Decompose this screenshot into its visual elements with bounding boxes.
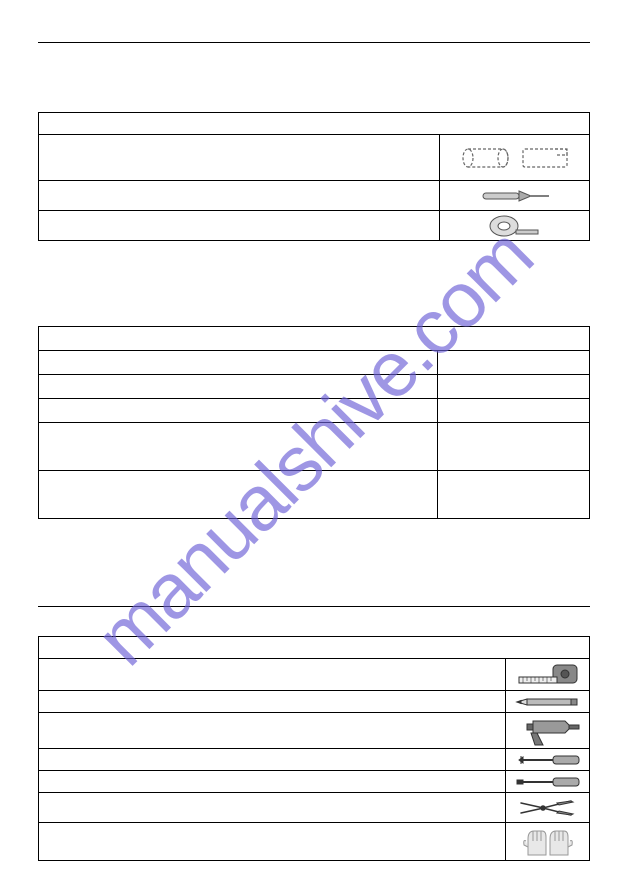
table-row: [39, 659, 590, 691]
pliers-icon: [506, 793, 590, 823]
screwdriver-flat-icon: [506, 771, 590, 793]
table-accessories: [38, 112, 590, 241]
table-row: [39, 399, 590, 423]
table-row: [39, 771, 590, 793]
table-specifications: [38, 326, 590, 519]
table-row: [39, 423, 590, 471]
table-row: [39, 351, 590, 375]
table-row: [39, 135, 590, 181]
table-row: [39, 181, 590, 211]
table-row: [39, 793, 590, 823]
dashed-shapes-icon: [440, 135, 590, 181]
table-row: [39, 211, 590, 241]
table-row: [39, 327, 590, 351]
table-row: [39, 113, 590, 135]
table-row: [39, 637, 590, 659]
table-tools: [38, 636, 590, 861]
screwdriver-phillips-icon: [506, 749, 590, 771]
wall-plug-icon: [440, 181, 590, 211]
table-row: [39, 749, 590, 771]
pencil-icon: [506, 691, 590, 713]
page: manualshive.com: [38, 0, 590, 893]
table-row: [39, 471, 590, 519]
tape-roll-icon: [440, 211, 590, 241]
tape-measure-icon: [506, 659, 590, 691]
drill-icon: [506, 713, 590, 749]
rule-mid: [38, 606, 590, 607]
table-row: [39, 691, 590, 713]
table-row: [39, 823, 590, 861]
gloves-icon: [506, 823, 590, 861]
table-row: [39, 713, 590, 749]
table-row: [39, 375, 590, 399]
rule-top: [38, 42, 590, 43]
